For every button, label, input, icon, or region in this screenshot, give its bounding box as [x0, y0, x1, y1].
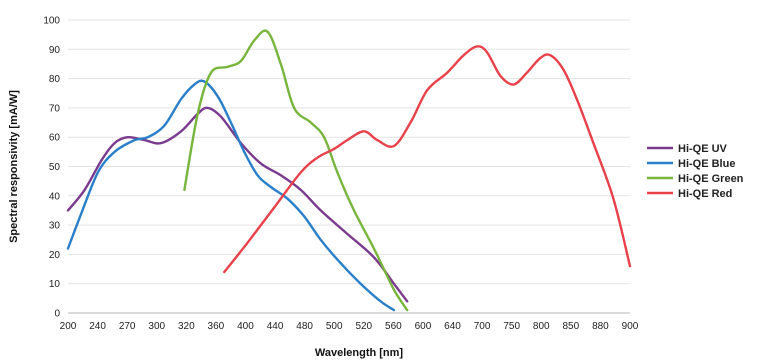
y-tick-label: 10 — [49, 279, 61, 290]
series-line-hi-qe-green — [183, 29, 409, 312]
x-tick-label: 500 — [326, 321, 343, 332]
y-axis-title: Spectral responsivity [mA/W] — [8, 90, 20, 243]
x-tick-label: 800 — [533, 321, 550, 332]
series-line-hi-qe-red — [223, 45, 632, 274]
x-axis-title: Wavelength [nm] — [315, 347, 404, 359]
x-tick-label: 400 — [237, 321, 254, 332]
x-tick-label: 900 — [622, 321, 639, 332]
series-line-hi-qe-blue — [66, 79, 396, 312]
x-tick-label: 520 — [355, 321, 372, 332]
legend-label: Hi-QE Blue — [678, 158, 735, 170]
y-tick-label: 70 — [49, 103, 61, 114]
series-line-hi-qe-uv — [66, 106, 409, 303]
x-tick-label: 360 — [208, 321, 225, 332]
legend-label: Hi-QE Red — [678, 188, 732, 200]
y-tick-label: 40 — [49, 191, 61, 202]
x-tick-label: 200 — [60, 321, 77, 332]
legend-label: Hi-QE Green — [678, 173, 744, 185]
legend: Hi-QE UV Hi-QE Blue Hi-QE Green Hi-QE Red — [647, 143, 744, 200]
grid — [68, 19, 630, 314]
y-tick-label: 0 — [54, 309, 60, 320]
x-tick-label: 880 — [592, 321, 609, 332]
y-tick-label: 50 — [49, 162, 61, 173]
y-axis-ticks: 0 10 20 30 40 50 60 70 80 90 100 — [43, 16, 60, 320]
x-tick-label: 270 — [119, 321, 136, 332]
x-tick-label: 300 — [148, 321, 165, 332]
x-tick-label: 850 — [562, 321, 579, 332]
x-tick-label: 750 — [503, 321, 520, 332]
y-tick-label: 80 — [49, 74, 61, 85]
series-lines — [66, 29, 632, 312]
x-tick-label: 600 — [415, 321, 432, 332]
y-tick-label: 60 — [49, 133, 61, 144]
x-tick-label: 320 — [178, 321, 195, 332]
y-tick-label: 20 — [49, 250, 61, 261]
x-tick-label: 560 — [385, 321, 402, 332]
x-axis-ticks: 200 240 270 300 320 360 400 440 480 500 520 560 600 6… — [60, 321, 639, 332]
x-tick-label: 440 — [267, 321, 284, 332]
y-tick-label: 100 — [43, 16, 60, 27]
x-tick-label: 240 — [89, 321, 106, 332]
x-tick-label: 480 — [296, 321, 313, 332]
y-tick-label: 30 — [49, 221, 61, 232]
y-tick-label: 90 — [49, 45, 61, 56]
x-tick-label: 640 — [444, 321, 461, 332]
x-tick-label: 700 — [474, 321, 491, 332]
legend-label: Hi-QE UV — [678, 143, 728, 155]
